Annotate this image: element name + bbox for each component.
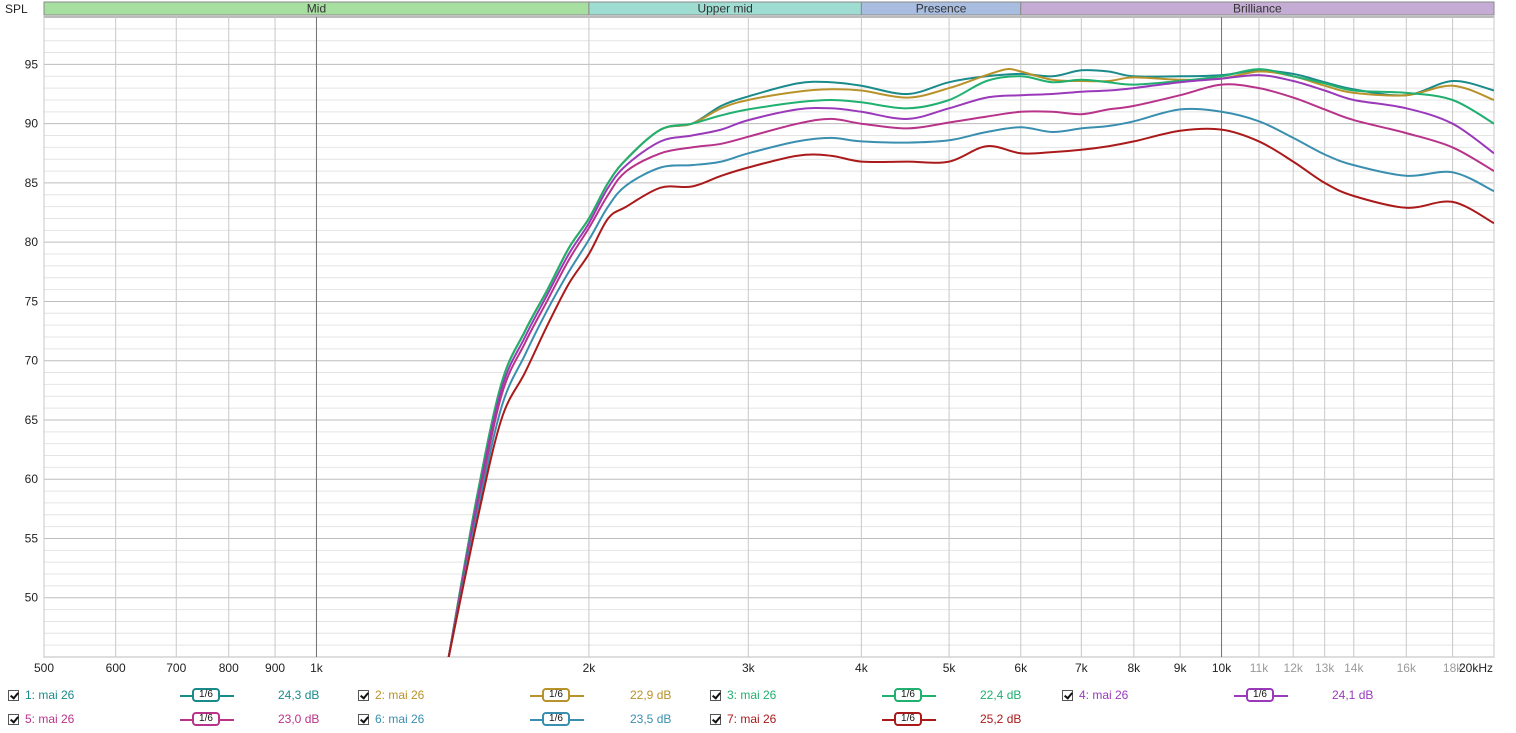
- x-tick-label: 600: [106, 661, 126, 675]
- x-tick-label: 500: [34, 661, 54, 675]
- legend-smoothing-button[interactable]: 1/6: [530, 712, 584, 726]
- series-line-4[interactable]: [447, 74, 1494, 657]
- x-tick-label: 20kHz: [1459, 661, 1493, 675]
- band-label: Brilliance: [1233, 2, 1282, 16]
- x-tick-label: 3k: [742, 661, 756, 675]
- frequency-bands: Mid Upper mid Presence Brilliance: [43, 1, 1495, 16]
- x-tick-label: 800: [219, 661, 239, 675]
- y-tick-label: 80: [25, 235, 39, 249]
- legend-smoothing-button[interactable]: 1/6: [882, 688, 936, 702]
- y-tick-label: 75: [25, 294, 39, 308]
- legend-checkbox[interactable]: [8, 713, 19, 725]
- legend-item-1[interactable]: 1: mai 26: [8, 685, 74, 705]
- series-lines[interactable]: [447, 67, 1494, 657]
- legend-level: 25,2 dB: [980, 712, 1022, 726]
- legend-level: 23,0 dB: [278, 712, 320, 726]
- legend-series-name: 1: mai 26: [25, 688, 75, 702]
- x-tick-label: 2k: [583, 661, 597, 675]
- y-tick-label: 70: [25, 354, 39, 368]
- legend-level: 24,1 dB: [1332, 688, 1374, 702]
- legend-smoothing-label: 1/6: [542, 712, 570, 726]
- x-tick-label: 7k: [1075, 661, 1089, 675]
- band-label: Upper mid: [697, 2, 752, 16]
- y-tick-label: 65: [25, 413, 39, 427]
- legend-smoothing-label: 1/6: [1246, 688, 1274, 702]
- legend-smoothing-button[interactable]: 1/6: [530, 688, 584, 702]
- y-axis-label: SPL: [5, 2, 28, 16]
- legend: 1: mai 26 1/6 24,3 dB 2: mai 26 1/6 22,9 dB 3:…: [0, 682, 1516, 732]
- legend-checkbox[interactable]: [358, 713, 369, 725]
- legend-item-2[interactable]: 2: mai 26: [358, 685, 424, 705]
- legend-item-4[interactable]: 4: mai 26: [1062, 685, 1128, 705]
- y-tick-label: 95: [25, 57, 39, 71]
- legend-checkbox[interactable]: [710, 689, 721, 701]
- x-tick-label: 4k: [855, 661, 869, 675]
- legend-series-name: 2: mai 26: [375, 688, 425, 702]
- x-tick-label: 5k: [943, 661, 957, 675]
- x-tick-label: 6k: [1014, 661, 1028, 675]
- legend-smoothing-label: 1/6: [894, 712, 922, 726]
- legend-item-3[interactable]: 3: mai 26: [710, 685, 776, 705]
- series-line-3[interactable]: [447, 68, 1494, 657]
- legend-series-name: 3: mai 26: [727, 688, 777, 702]
- legend-checkbox[interactable]: [8, 689, 19, 701]
- legend-level: 22,4 dB: [980, 688, 1022, 702]
- x-tick-label: 1k: [310, 661, 324, 675]
- legend-series-name: 4: mai 26: [1079, 688, 1129, 702]
- x-tick-label: 9k: [1174, 661, 1188, 675]
- legend-smoothing-label: 1/6: [542, 688, 570, 702]
- x-tick-label: 18k: [1443, 661, 1463, 675]
- x-tick-label: 700: [166, 661, 186, 675]
- x-tick-label: 16k: [1397, 661, 1417, 675]
- legend-checkbox[interactable]: [358, 689, 369, 701]
- legend-smoothing-button[interactable]: 1/6: [180, 688, 234, 702]
- legend-smoothing-button[interactable]: 1/6: [1234, 688, 1288, 702]
- legend-checkbox[interactable]: [710, 713, 721, 725]
- x-tick-labels: 500 600 700 800 900 1k 2k 3k 4k 5k 6k 7k 8k 9k 10k 11k 1…: [34, 661, 1493, 675]
- x-tick-label: 8k: [1127, 661, 1141, 675]
- x-tick-label: 12k: [1284, 661, 1304, 675]
- legend-smoothing-button[interactable]: 1/6: [882, 712, 936, 726]
- legend-item-7[interactable]: 7: mai 26: [710, 709, 776, 729]
- y-tick-label: 50: [25, 591, 39, 605]
- band-label: Presence: [916, 2, 967, 16]
- band-3: [1020, 1, 1495, 16]
- legend-level: 24,3 dB: [278, 688, 320, 702]
- x-tick-label: 14k: [1344, 661, 1364, 675]
- series-line-7[interactable]: [447, 127, 1494, 657]
- legend-level: 22,9 dB: [630, 688, 672, 702]
- legend-item-5[interactable]: 5: mai 26: [8, 709, 74, 729]
- y-tick-label: 90: [25, 117, 39, 131]
- x-tick-label: 13k: [1315, 661, 1335, 675]
- y-tick-labels: 50 55 60 65 70 75 80 85 90 95: [25, 57, 39, 604]
- series-line-6[interactable]: [447, 107, 1494, 657]
- x-tick-label: 10k: [1212, 661, 1232, 675]
- legend-smoothing-label: 1/6: [192, 712, 220, 726]
- y-tick-label: 85: [25, 176, 39, 190]
- legend-series-name: 7: mai 26: [727, 712, 777, 726]
- x-tick-label: 900: [265, 661, 285, 675]
- legend-smoothing-button[interactable]: 1/6: [180, 712, 234, 726]
- legend-checkbox[interactable]: [1062, 689, 1073, 701]
- legend-smoothing-label: 1/6: [894, 688, 922, 702]
- series-line-5[interactable]: [447, 83, 1494, 657]
- y-tick-label: 55: [25, 531, 39, 545]
- legend-smoothing-label: 1/6: [192, 688, 220, 702]
- legend-series-name: 5: mai 26: [25, 712, 75, 726]
- y-tick-label: 60: [25, 472, 39, 486]
- frequency-response-chart[interactable]: Mid Upper mid Presence Brilliance SPL 50 55 6…: [0, 0, 1516, 682]
- legend-item-6[interactable]: 6: mai 26: [358, 709, 424, 729]
- legend-series-name: 6: mai 26: [375, 712, 425, 726]
- grid-lines: [43, 17, 1495, 658]
- legend-level: 23,5 dB: [630, 712, 672, 726]
- x-tick-label: 11k: [1250, 661, 1269, 675]
- band-label: Mid: [307, 2, 326, 16]
